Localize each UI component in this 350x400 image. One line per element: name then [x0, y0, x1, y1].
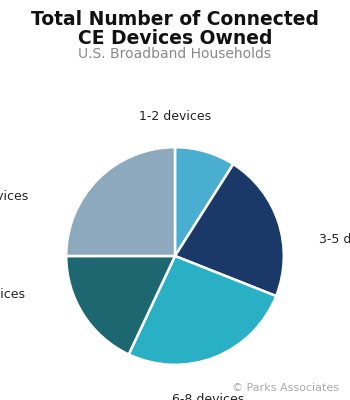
- Text: 12+ devices: 12+ devices: [0, 190, 28, 203]
- Text: U.S. Broadband Households: U.S. Broadband Households: [78, 47, 272, 61]
- Text: 9-11 devices: 9-11 devices: [0, 288, 25, 300]
- Wedge shape: [66, 147, 175, 256]
- Wedge shape: [175, 147, 233, 256]
- Text: 3-5 devices: 3-5 devices: [318, 233, 350, 246]
- Text: Total Number of Connected: Total Number of Connected: [31, 10, 319, 29]
- Text: 6-8 devices: 6-8 devices: [172, 393, 244, 400]
- Text: © Parks Associates: © Parks Associates: [232, 383, 340, 393]
- Text: 1-2 devices: 1-2 devices: [139, 110, 211, 123]
- Wedge shape: [129, 256, 276, 365]
- Wedge shape: [175, 164, 284, 296]
- Wedge shape: [66, 256, 175, 354]
- Text: CE Devices Owned: CE Devices Owned: [78, 29, 272, 48]
